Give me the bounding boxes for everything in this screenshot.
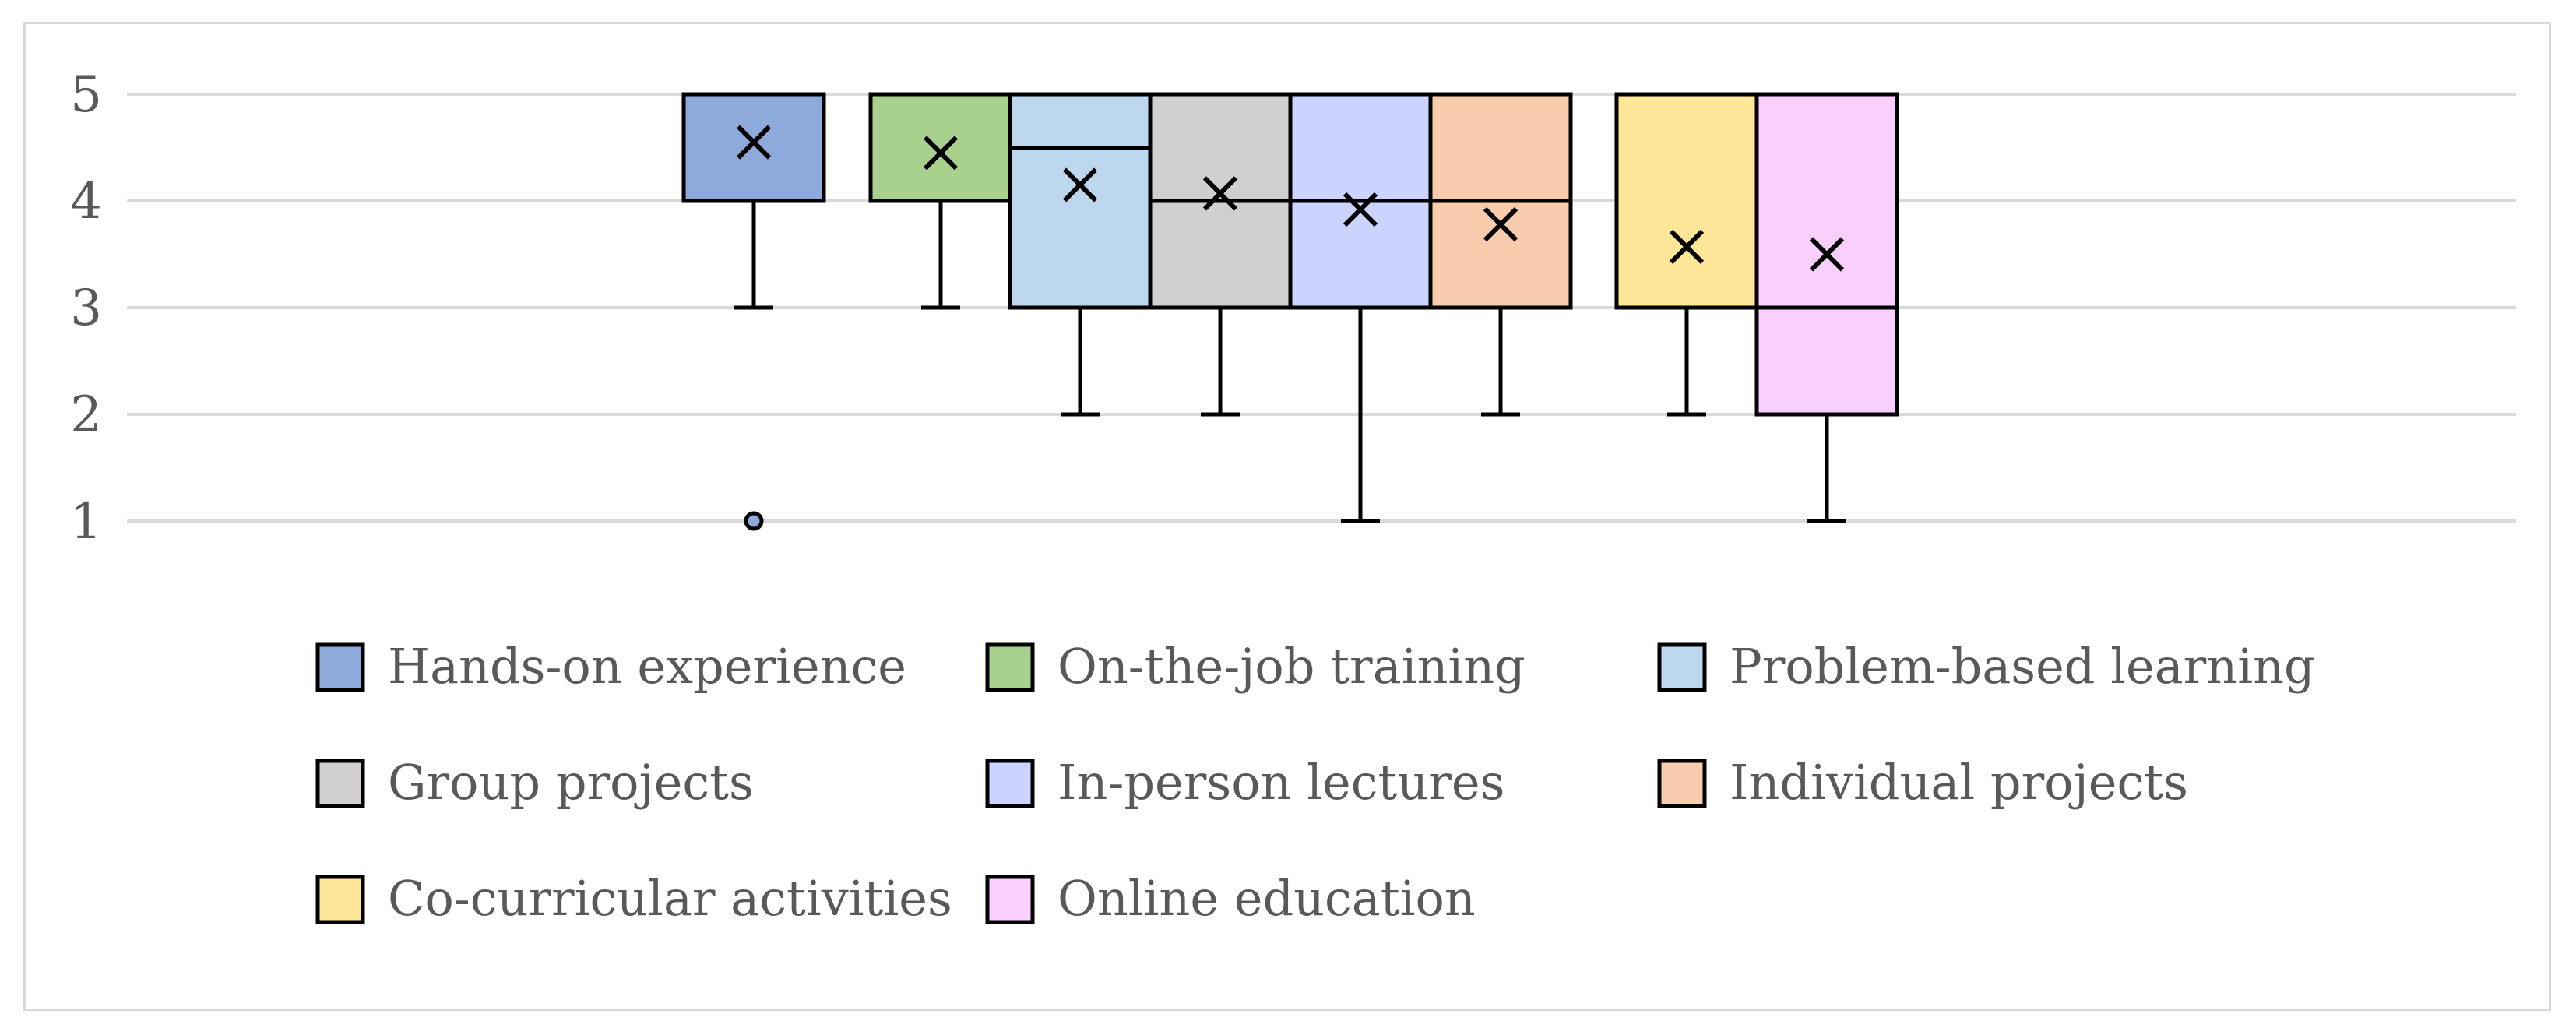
legend-label: Group projects [388,754,754,811]
box-8 [1754,92,1899,523]
y-tick-label-3: 3 [70,280,102,337]
mean-marker [923,136,959,171]
y-tick-label-4: 4 [70,173,102,231]
legend-label: Co-curricular activities [388,870,952,927]
box-plot-chart: 1 2 3 4 5 Hands-on experience On-the-job trai… [70,66,2516,927]
legend-label: Online education [1057,870,1476,927]
legend-item-2: On-the-job training [985,638,1526,695]
box-iqr [1614,92,1759,310]
legend: Hands-on experience On-the-job training Pr… [315,638,2315,927]
y-tick-label-2: 2 [70,386,102,444]
box-1 [681,92,826,531]
legend-label: On-the-job training [1057,638,1526,695]
mean-marker [736,125,772,160]
legend-item-4: Group projects [315,754,754,811]
box-iqr [1008,92,1153,310]
outlier-point [744,511,764,531]
legend-item-8: Online education [985,870,1476,927]
legend-swatch [985,642,1035,692]
mean-marker [1809,237,1845,272]
legend-label: In-person lectures [1057,754,1504,811]
legend-item-1: Hands-on experience [315,638,906,695]
legend-label: Problem-based learning [1730,638,2315,695]
box-iqr [681,92,826,203]
y-tick-label-5: 5 [70,66,102,124]
legend-swatch [315,759,365,808]
legend-item-5: In-person lectures [985,754,1504,811]
legend-label: Hands-on experience [388,638,906,695]
chart-frame: 1 2 3 4 5 Hands-on experience On-the-job trai… [23,22,2551,1011]
box-2 [868,92,1013,310]
box-6 [1428,92,1573,417]
box-3 [1008,92,1153,417]
legend-label: Individual projects [1730,754,2188,811]
box-4 [1148,92,1293,417]
mean-marker [1202,176,1238,211]
box-7 [1614,92,1759,417]
box-iqr [868,92,1013,203]
legend-item-3: Problem-based learning [1657,638,2315,695]
legend-swatch [315,642,365,692]
box-5 [1288,92,1433,523]
legend-swatch [985,759,1035,808]
legend-swatch [315,875,365,924]
y-axis-ticks: 1 2 3 4 5 [70,66,102,551]
mean-marker [1483,207,1519,242]
mean-marker [1343,192,1378,227]
legend-swatch [1657,642,1707,692]
boxes [681,92,1899,531]
legend-item-7: Co-curricular activities [315,870,952,927]
legend-item-6: Individual projects [1657,754,2188,811]
legend-swatch [1657,759,1707,808]
mean-marker [1669,229,1705,265]
legend-swatch [985,875,1035,924]
y-tick-label-1: 1 [70,493,102,551]
mean-marker [1062,167,1098,202]
